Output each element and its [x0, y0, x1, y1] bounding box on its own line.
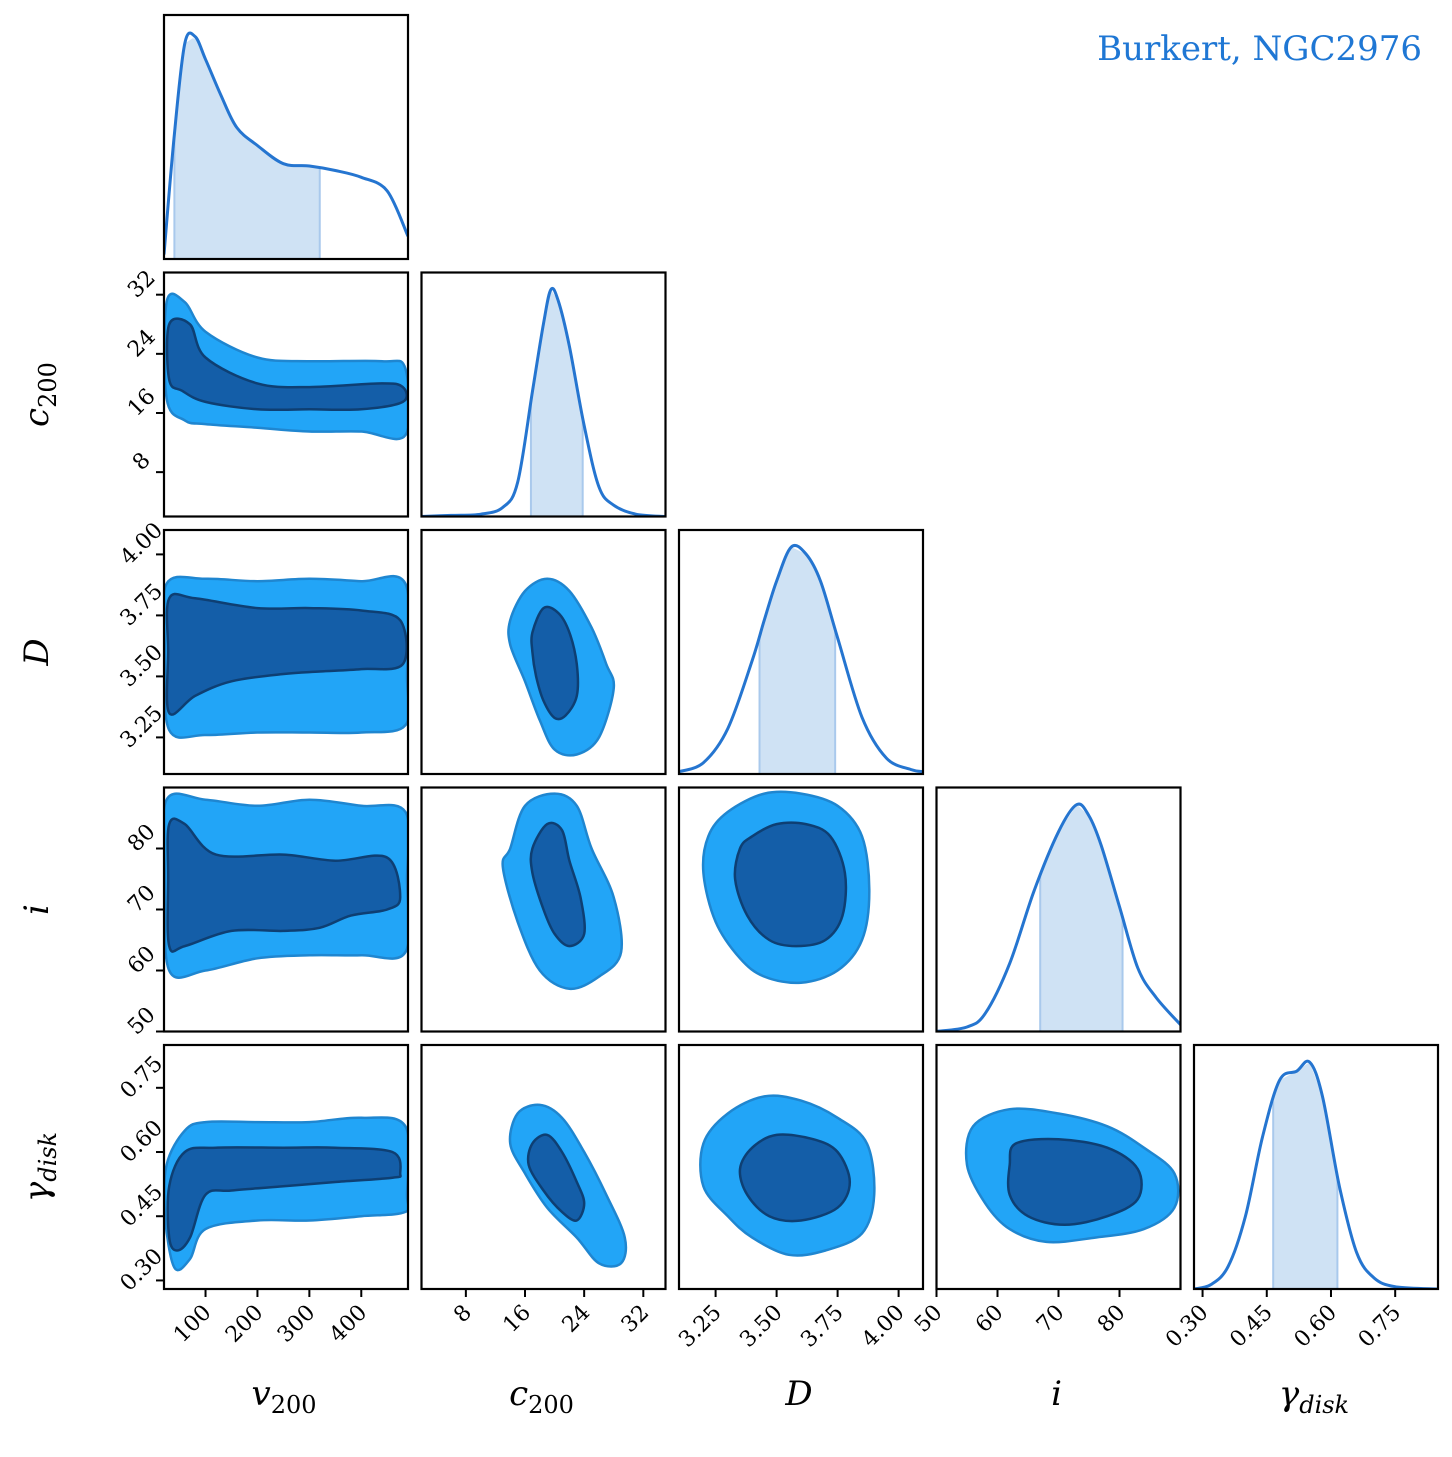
joint-gamma_disk-v200	[164, 1116, 408, 1272]
x-tick-label: 100	[169, 1300, 216, 1347]
x-tick-label: 3.75	[796, 1300, 848, 1352]
x-tick-label: 0.30	[1161, 1300, 1213, 1352]
y-tick-label: 50	[123, 1003, 160, 1040]
y-tick-label: 8	[128, 448, 156, 476]
credible-interval-band	[174, 38, 320, 259]
contour-68	[166, 1146, 402, 1252]
contour-68	[529, 821, 586, 948]
x-axis-label-v200: v200	[251, 1374, 316, 1419]
x-tick-label: 0.60	[1290, 1300, 1342, 1352]
y-tick-label: 0.45	[116, 1180, 168, 1232]
y-tick-label: 0.60	[116, 1116, 168, 1168]
y-tick-label: 3.25	[116, 701, 168, 753]
joint-i-v200	[164, 792, 408, 979]
panel-frame	[420, 528, 667, 776]
x-tick-label: 60	[971, 1300, 1008, 1337]
marginal-gamma_disk	[1194, 1059, 1438, 1289]
y-axis-label-c200: c200	[17, 362, 62, 427]
x-tick-label: 32	[617, 1300, 654, 1337]
joint-i-D	[701, 790, 871, 985]
joint-gamma_disk-i	[964, 1107, 1180, 1244]
x-axis-label-i: i	[1051, 1374, 1062, 1414]
panel-frame	[162, 271, 410, 518]
panel-frame	[420, 271, 667, 518]
y-axis-label-gamma_disk: γdisk	[17, 1132, 62, 1202]
joint-D-v200	[164, 574, 408, 739]
contour-68	[166, 817, 402, 953]
marginal-v200	[164, 31, 408, 259]
panel-frame	[420, 786, 667, 1033]
contour-68	[165, 592, 408, 716]
panel-frame	[935, 786, 1182, 1033]
contour-68	[738, 1133, 852, 1223]
joint-D-c200	[507, 577, 616, 757]
panel-frame	[162, 1043, 410, 1291]
panel-frame	[420, 1043, 667, 1291]
joint-c200-v200	[164, 292, 408, 441]
y-tick-label: 3.50	[116, 640, 168, 692]
y-tick-label: 60	[123, 942, 160, 979]
panel-frame	[677, 1043, 925, 1291]
y-tick-label: 0.30	[116, 1244, 168, 1296]
panel-frame	[677, 786, 925, 1033]
marginal-density-line	[164, 31, 408, 255]
y-tick-label: 16	[123, 384, 160, 421]
credible-interval-band	[759, 547, 836, 774]
marginal-density-line	[936, 802, 1181, 1032]
marginal-density-line	[679, 543, 923, 774]
x-axis-label-D: D	[784, 1374, 812, 1414]
contour-68	[526, 1133, 586, 1222]
panel-frame	[1192, 1043, 1440, 1291]
credible-interval-band	[1040, 805, 1123, 1032]
x-tick-label: 3.50	[735, 1300, 787, 1352]
x-tick-label: 70	[1032, 1300, 1069, 1337]
joint-gamma_disk-c200	[508, 1103, 628, 1268]
contour-68	[1006, 1137, 1143, 1227]
x-tick-label: 0.45	[1225, 1300, 1277, 1352]
marginal-density-line	[421, 286, 666, 517]
x-tick-label: 3.25	[674, 1300, 726, 1352]
x-tick-label: 80	[1093, 1300, 1130, 1337]
x-tick-label: 8	[449, 1300, 477, 1328]
x-tick-label: 400	[325, 1300, 372, 1347]
panel-frame	[677, 528, 925, 776]
marginal-density-line	[1194, 1059, 1438, 1289]
y-axis-label-D: D	[17, 638, 57, 666]
panel-frame	[162, 528, 410, 776]
x-axis-label-c200: c200	[509, 1374, 574, 1419]
y-tick-label: 32	[123, 266, 160, 303]
x-tick-label: 0.75	[1354, 1300, 1406, 1352]
x-tick-label: 50	[910, 1300, 947, 1337]
y-tick-label: 0.75	[116, 1051, 168, 1103]
y-tick-label: 80	[123, 820, 160, 857]
credible-interval-band	[530, 290, 583, 517]
chart-title: Burkert, NGC2976	[1097, 29, 1422, 69]
marginal-D	[679, 543, 923, 774]
contour-68	[733, 821, 848, 948]
x-tick-label: 4.00	[857, 1300, 909, 1352]
y-tick-label: 4.00	[116, 518, 168, 570]
y-axis-label-i: i	[17, 904, 57, 915]
marginal-i	[936, 802, 1181, 1032]
x-tick-label: 200	[221, 1300, 268, 1347]
panel-frame	[162, 13, 410, 261]
x-tick-label: 24	[558, 1300, 595, 1337]
y-tick-label: 24	[123, 325, 160, 362]
contour-68	[530, 605, 580, 721]
credible-interval-band	[1273, 1062, 1338, 1289]
x-axis-label-gamma_disk: γdisk	[1279, 1374, 1349, 1419]
x-tick-label: 16	[499, 1300, 536, 1337]
marginal-c200	[421, 286, 666, 517]
y-tick-label: 70	[123, 881, 160, 918]
contour-68	[165, 317, 408, 412]
x-tick-label: 300	[273, 1300, 320, 1347]
joint-gamma_disk-D	[699, 1094, 876, 1257]
y-tick-label: 3.75	[116, 579, 168, 631]
joint-i-c200	[501, 792, 623, 991]
